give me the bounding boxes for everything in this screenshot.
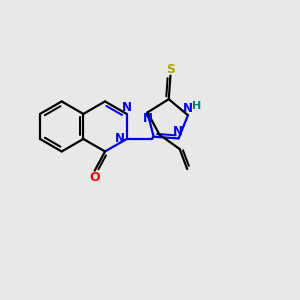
Text: O: O <box>89 172 100 184</box>
Text: H: H <box>192 101 201 111</box>
Text: N: N <box>122 101 132 114</box>
Text: N: N <box>183 102 193 115</box>
Text: N: N <box>173 125 183 139</box>
Text: S: S <box>167 63 176 76</box>
Text: N: N <box>142 112 153 125</box>
Text: N: N <box>115 133 125 146</box>
